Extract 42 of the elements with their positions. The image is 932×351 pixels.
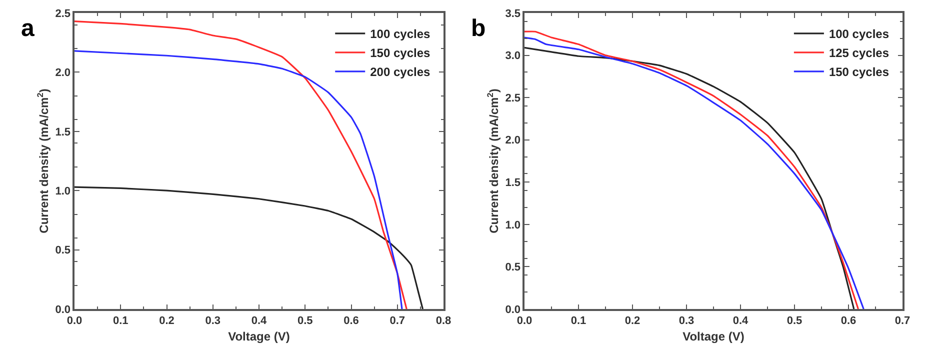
x-tick-label: 0.4 — [251, 314, 268, 327]
chart-title: b — [471, 15, 486, 42]
y-tick-label: 2.0 — [505, 134, 521, 147]
x-tick-label: 0.5 — [297, 314, 313, 327]
x-tick-label: 0.7 — [390, 314, 406, 327]
legend-label: 150 cycles — [370, 46, 431, 60]
x-axis-title: Voltage (V) — [682, 329, 744, 344]
line-series — [74, 186, 424, 309]
legend-label: 200 cycles — [370, 65, 431, 80]
legend-label: 150 cycles — [828, 65, 890, 80]
x-tick-label: 0.1 — [570, 314, 586, 327]
x-tick-label: 0.2 — [159, 314, 174, 327]
x-tick-label: 0.1 — [112, 314, 128, 327]
y-tick-label: 0.0 — [505, 304, 521, 316]
x-tick-label: 0.7 — [894, 314, 910, 327]
x-tick-label: 0.6 — [344, 314, 359, 327]
legend-label: 125 cycles — [828, 46, 890, 60]
x-axis-title: Voltage (V) — [228, 329, 290, 344]
legend-label: 100 cycles — [370, 27, 431, 42]
x-tick-label: 0.3 — [678, 314, 694, 327]
y-tick-label: 1.0 — [505, 219, 521, 232]
x-tick-label: 0.8 — [436, 314, 452, 327]
x-tick-label: 0.3 — [205, 314, 221, 327]
y-tick-label: 3.0 — [505, 50, 521, 62]
x-tick-label: 0.0 — [516, 314, 532, 327]
x-tick-label: 0.0 — [66, 314, 82, 327]
y-tick-label: 1.0 — [55, 185, 71, 198]
y-tick-label: 3.5 — [505, 8, 521, 20]
x-tick-label: 0.2 — [624, 314, 640, 327]
y-tick-label: 2.5 — [55, 8, 71, 20]
y-tick-label: 2.5 — [505, 92, 521, 104]
y-tick-label: 1.5 — [55, 126, 71, 138]
legend-label: 100 cycles — [828, 27, 890, 42]
x-tick-label: 0.6 — [840, 314, 856, 327]
chart-title: a — [21, 15, 35, 42]
x-tick-label: 0.5 — [786, 314, 802, 327]
y-tick-label: 0.5 — [55, 244, 71, 257]
y-tick-label: 2.0 — [55, 67, 71, 80]
x-tick-label: 0.4 — [732, 314, 750, 327]
y-tick-label: 0.5 — [505, 262, 521, 274]
y-tick-label: 0.0 — [55, 304, 71, 316]
y-tick-label: 1.5 — [505, 176, 521, 189]
